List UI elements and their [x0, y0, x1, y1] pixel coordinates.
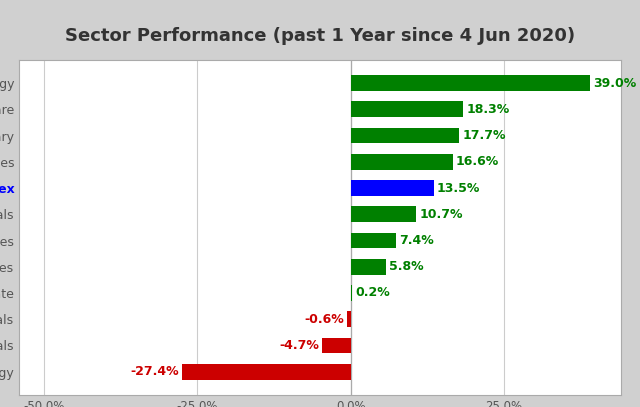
Text: 39.0%: 39.0% [593, 77, 636, 90]
Bar [351, 285, 352, 301]
Bar [351, 206, 417, 222]
Bar [351, 259, 387, 275]
Text: Sector Performance (past 1 Year since 4 Jun 2020): Sector Performance (past 1 Year since 4 … [65, 27, 575, 45]
Bar [351, 180, 433, 196]
Text: 16.6%: 16.6% [456, 155, 499, 168]
Text: 5.8%: 5.8% [389, 260, 424, 273]
Bar [322, 337, 351, 353]
Text: 0.2%: 0.2% [355, 287, 390, 300]
Bar [351, 154, 452, 170]
Text: 13.5%: 13.5% [436, 182, 480, 195]
Text: -4.7%: -4.7% [279, 339, 319, 352]
Text: 10.7%: 10.7% [419, 208, 463, 221]
Bar [351, 128, 460, 143]
Text: 7.4%: 7.4% [399, 234, 434, 247]
Text: 18.3%: 18.3% [466, 103, 509, 116]
Bar [351, 101, 463, 117]
Bar [182, 364, 351, 380]
Bar [351, 75, 590, 91]
Bar [351, 233, 396, 248]
Text: -27.4%: -27.4% [131, 365, 179, 378]
Text: 17.7%: 17.7% [463, 129, 506, 142]
Text: -0.6%: -0.6% [304, 313, 344, 326]
Bar [347, 311, 351, 327]
